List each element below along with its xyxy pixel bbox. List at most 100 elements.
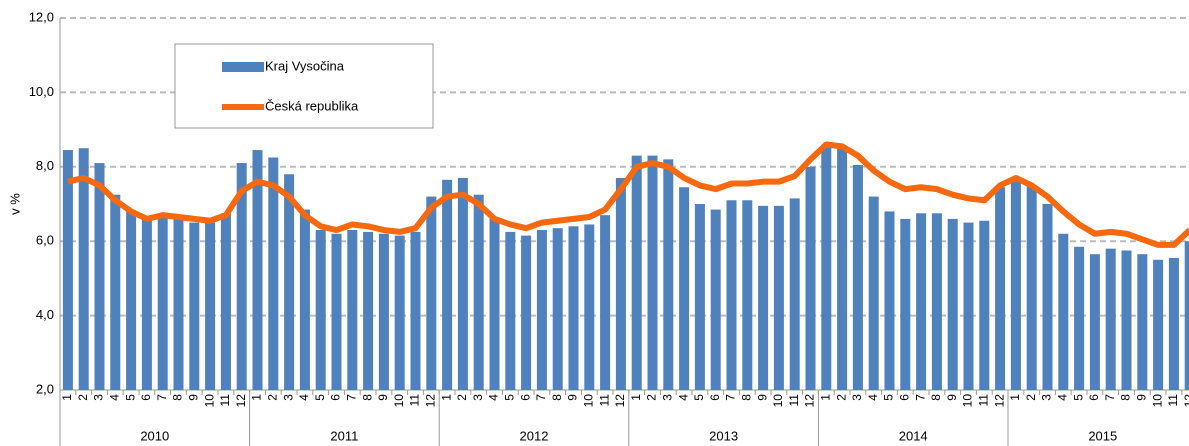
bar xyxy=(220,213,231,390)
bar xyxy=(679,187,690,390)
x-tick-label: 3 xyxy=(850,394,864,401)
x-tick-label: 9 xyxy=(566,394,580,401)
x-tick-label: 2 xyxy=(265,394,279,401)
x-tick-label: 12 xyxy=(423,394,437,408)
bar xyxy=(426,196,437,390)
y-tick-label: 4,0 xyxy=(36,307,54,322)
x-tick-label: 7 xyxy=(1103,394,1117,401)
bar xyxy=(331,233,342,390)
bar xyxy=(742,200,753,390)
year-label: 2015 xyxy=(1088,428,1117,443)
year-label: 2014 xyxy=(899,428,928,443)
x-tick-label: 4 xyxy=(107,394,121,401)
bar xyxy=(410,231,421,390)
x-tick-label: 1 xyxy=(818,394,832,401)
x-tick-label: 5 xyxy=(692,394,706,401)
bar xyxy=(1168,257,1179,390)
bar xyxy=(1121,250,1132,390)
x-tick-label: 7 xyxy=(534,394,548,401)
bar xyxy=(157,217,168,390)
x-tick-label: 4 xyxy=(676,394,690,401)
x-tick-label: 1 xyxy=(629,394,643,401)
x-tick-label: 8 xyxy=(360,394,374,401)
bar xyxy=(552,228,563,390)
x-tick-label: 2 xyxy=(834,394,848,401)
bar xyxy=(284,174,295,390)
x-tick-label: 10 xyxy=(581,394,595,408)
bar xyxy=(378,233,389,390)
bar xyxy=(1105,248,1116,390)
x-tick-label: 3 xyxy=(281,394,295,401)
y-tick-label: 2,0 xyxy=(36,381,54,396)
bar xyxy=(931,213,942,390)
bar xyxy=(631,155,642,390)
bar xyxy=(363,231,374,390)
x-tick-label: 6 xyxy=(518,394,532,401)
x-tick-label: 10 xyxy=(961,394,975,408)
bar xyxy=(663,159,674,390)
bar xyxy=(852,164,863,390)
bar xyxy=(694,204,705,390)
x-tick-label: 6 xyxy=(139,394,153,401)
bar xyxy=(442,179,453,390)
x-tick-label: 2 xyxy=(1024,394,1038,401)
x-tick-label: 12 xyxy=(803,394,817,408)
x-tick-label: 12 xyxy=(992,394,1006,408)
x-tick-label: 11 xyxy=(787,394,801,407)
bar xyxy=(236,163,247,390)
x-tick-label: 8 xyxy=(929,394,943,401)
x-tick-label: 9 xyxy=(186,394,200,401)
bar xyxy=(821,144,832,390)
legend-label: Česká republika xyxy=(265,98,359,113)
x-tick-label: 12 xyxy=(234,394,248,408)
bar xyxy=(710,209,721,390)
x-tick-label: 9 xyxy=(376,394,390,401)
bar xyxy=(647,155,658,390)
bar xyxy=(726,200,737,390)
bar xyxy=(868,196,879,390)
x-tick-label: 2 xyxy=(76,394,90,401)
x-tick-label: 11 xyxy=(597,394,611,407)
bar xyxy=(1074,246,1085,390)
x-tick-label: 9 xyxy=(755,394,769,401)
bar xyxy=(268,157,279,390)
x-tick-label: 11 xyxy=(1166,394,1180,407)
x-tick-label: 8 xyxy=(739,394,753,401)
x-tick-label: 5 xyxy=(882,394,896,401)
x-tick-label: 4 xyxy=(1055,394,1069,401)
x-tick-label: 3 xyxy=(1040,394,1054,401)
bar xyxy=(94,163,105,390)
y-tick-label: 6,0 xyxy=(36,233,54,248)
x-tick-label: 3 xyxy=(660,394,674,401)
year-label: 2013 xyxy=(709,428,738,443)
bar xyxy=(521,235,532,390)
x-tick-label: 2 xyxy=(455,394,469,401)
bar xyxy=(947,218,958,390)
x-tick-label: 6 xyxy=(897,394,911,401)
x-tick-label: 10 xyxy=(392,394,406,408)
bar xyxy=(1026,185,1037,390)
bar xyxy=(1137,254,1148,390)
x-tick-label: 10 xyxy=(1150,394,1164,408)
x-tick-label: 1 xyxy=(1008,394,1022,401)
bar xyxy=(584,224,595,390)
bar xyxy=(457,177,468,390)
x-tick-label: 7 xyxy=(155,394,169,401)
line xyxy=(67,141,1189,248)
bar xyxy=(126,211,137,390)
x-tick-label: 3 xyxy=(92,394,106,401)
y-tick-label: 10,0 xyxy=(29,84,54,99)
x-tick-label: 4 xyxy=(866,394,880,401)
bar xyxy=(568,226,579,390)
year-label: 2011 xyxy=(330,428,358,443)
x-tick-label: 11 xyxy=(408,394,422,407)
bar xyxy=(789,198,800,390)
bar xyxy=(489,218,500,390)
x-tick-label: 10 xyxy=(771,394,785,408)
x-tick-label: 5 xyxy=(313,394,327,401)
x-tick-label: 8 xyxy=(171,394,185,401)
bar xyxy=(600,215,611,390)
x-tick-label: 1 xyxy=(439,394,453,401)
bar xyxy=(1010,179,1021,390)
